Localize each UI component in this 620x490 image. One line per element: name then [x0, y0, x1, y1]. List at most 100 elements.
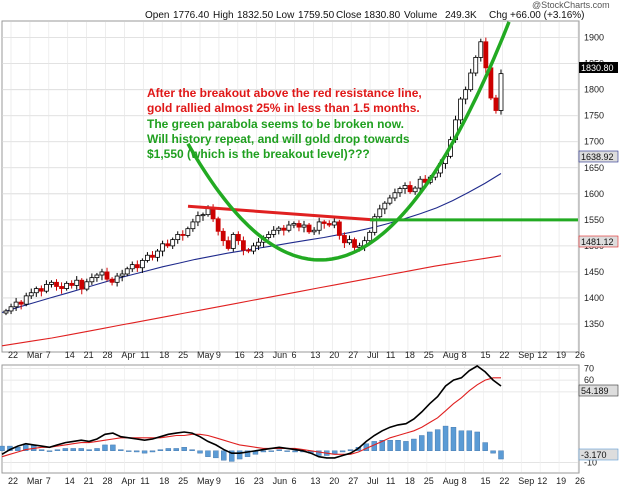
histogram-bar: [434, 429, 441, 452]
price-x-tick-label: Jun: [273, 350, 288, 360]
candle-body: [246, 249, 251, 252]
moving-average-blue: [1, 173, 502, 314]
price-y-tick-label: 1650: [584, 163, 604, 173]
chg-label: Chg: [489, 10, 507, 21]
histogram-bar: [221, 450, 227, 461]
indicator-x-tick-label: Mar: [27, 476, 43, 486]
price-y-tick-label: 1800: [584, 85, 604, 95]
candle-body: [301, 224, 307, 228]
candle-body: [377, 208, 383, 218]
candle-body: [69, 282, 75, 286]
histogram-bar: [46, 450, 53, 452]
candle-body: [316, 221, 322, 231]
indicator-x-tick-label: 28: [103, 476, 113, 486]
volume-label: Volume: [404, 10, 438, 21]
price-x-tick-label: Mar: [27, 350, 43, 360]
price-y-tick-label: 1750: [584, 111, 604, 121]
candle-body: [150, 254, 155, 258]
histogram-bar: [284, 450, 290, 452]
candle-body: [276, 227, 282, 231]
candle-body: [79, 279, 85, 290]
candle-body: [129, 264, 135, 270]
candle-body: [185, 228, 191, 236]
histogram-bar: [157, 449, 164, 452]
histogram-bar: [15, 447, 21, 451]
annotation-green-line-1: The green parabola seems to be broken no…: [147, 117, 404, 131]
histogram-bar: [86, 449, 92, 452]
candle-body: [160, 243, 165, 252]
candle-body: [417, 178, 423, 189]
candle-body: [165, 243, 171, 247]
indicator-x-tick-label: 14: [65, 476, 75, 486]
price-tag-blue-ma-text: 1638.92: [581, 152, 614, 162]
histogram-bar: [403, 441, 409, 451]
price-x-tick-label: Aug: [443, 350, 459, 360]
histogram-bar: [165, 448, 172, 452]
histogram-bar: [316, 450, 322, 456]
histogram-bar: [268, 450, 275, 452]
candle-body: [175, 234, 181, 241]
indicator-x-tick-label: Aug: [443, 476, 459, 486]
candle-body: [483, 41, 489, 69]
price-y-tick-label: 1900: [584, 33, 604, 43]
candle-body: [155, 250, 160, 258]
price-y-ticks: 1350140014501500155016001650170017501800…: [584, 33, 604, 329]
indicator-x-tick-label: Jul: [367, 476, 379, 486]
candle-body: [311, 229, 317, 233]
chg-value: +66.00 (+3.16%): [510, 10, 585, 21]
annotation-green-line-2: Will history repeat, and will gold drop …: [147, 132, 410, 146]
histogram-bar: [126, 450, 132, 452]
indicator-tag-upper-text: 54.189: [581, 386, 609, 396]
candle-body: [306, 224, 312, 233]
moving-average-red: [1, 255, 502, 347]
histogram-bar: [339, 450, 346, 453]
price-x-tick-label: Jul: [367, 350, 379, 360]
candle-body: [225, 240, 231, 249]
candle-body: [291, 223, 297, 226]
candle-body: [271, 229, 277, 235]
histogram-bar: [419, 435, 425, 452]
histogram-bar: [450, 427, 457, 452]
high-label: High: [213, 10, 234, 21]
price-x-tick-label: 25: [424, 350, 434, 360]
price-x-tick-label: 19: [556, 350, 566, 360]
candle-body: [256, 241, 261, 247]
histogram-bar: [213, 450, 219, 459]
indicator-x-tick-label: 20: [329, 476, 339, 486]
candle-body: [397, 188, 403, 194]
candle-body: [407, 185, 413, 193]
histogram-bar: [482, 442, 488, 451]
candle-body: [64, 282, 70, 289]
candle-body: [240, 240, 246, 251]
candle-body: [74, 279, 80, 286]
open-value: 1776.40: [173, 10, 210, 21]
price-x-tick-label: 26: [575, 350, 585, 360]
indicator-tag-lower: -3.170: [578, 448, 619, 461]
candle-body: [99, 271, 105, 276]
histogram-bar: [102, 444, 108, 451]
histogram-bar: [427, 431, 433, 452]
candle-body: [347, 239, 352, 244]
candle-body: [220, 230, 226, 242]
indicator-main-line: [1, 365, 502, 459]
candle-body: [59, 286, 64, 289]
histogram-bar: [197, 450, 203, 454]
histogram-bar: [141, 450, 148, 454]
price-x-tick-label: 23: [254, 350, 264, 360]
histogram-bar: [244, 450, 251, 457]
histogram-bar: [228, 450, 235, 462]
indicator-x-tick-label: 12: [537, 476, 547, 486]
indicator-x-tick-label: 19: [556, 476, 566, 486]
indicator-x-tick-label: 11: [140, 476, 149, 486]
candle-body: [352, 239, 357, 248]
candle-body: [28, 292, 34, 297]
annotation-green-line-3: $1,550 (which is the breakout level)???: [147, 147, 370, 161]
indicator-x-tick-label: 11: [386, 476, 395, 486]
histogram-bar: [110, 444, 116, 451]
price-x-tick-label: 27: [348, 350, 358, 360]
candle-body: [498, 73, 504, 111]
ohlc-header: Open 1776.40 High 1832.50 Low 1759.50 Cl…: [145, 0, 610, 21]
indicator-y-tick-label: 60: [584, 375, 594, 385]
candle-body: [104, 271, 110, 280]
histogram-bar: [442, 425, 449, 452]
